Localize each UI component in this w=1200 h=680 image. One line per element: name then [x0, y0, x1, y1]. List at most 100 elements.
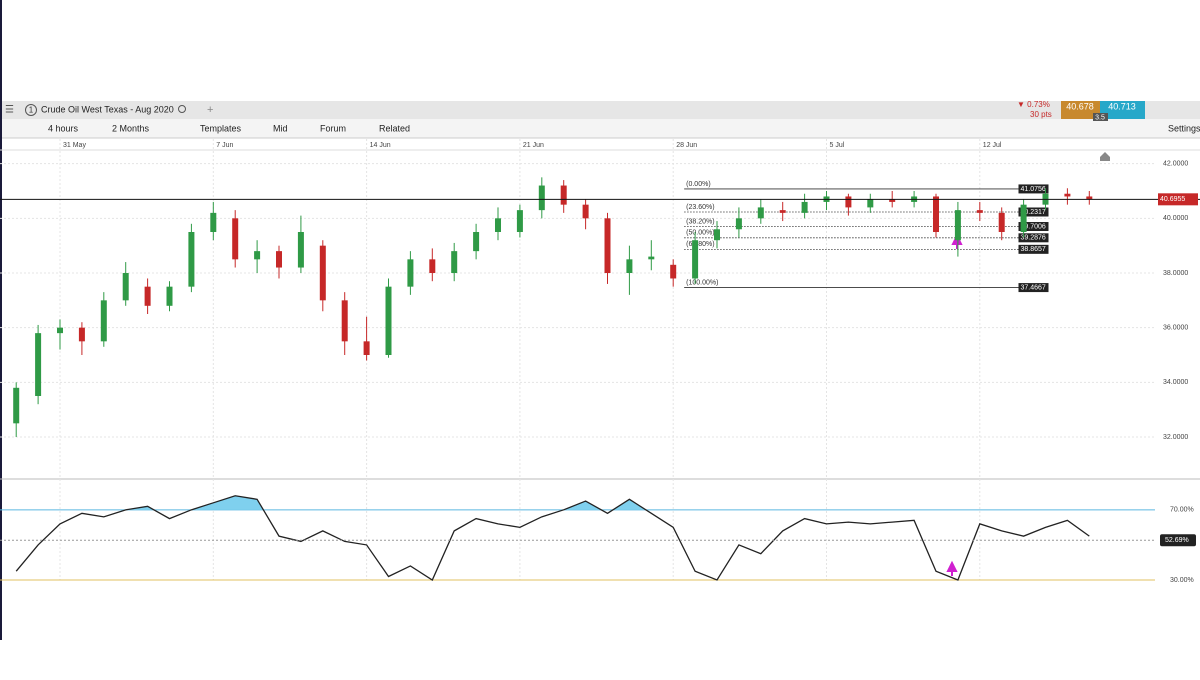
candle-body	[560, 185, 567, 205]
y-tick-label: 40.0000	[1163, 215, 1188, 222]
y-tick-label: 38.0000	[1163, 270, 1188, 277]
candle-body	[648, 256, 655, 260]
candle-body	[57, 327, 64, 334]
candle-body	[78, 327, 85, 342]
rsi-tick-label: 70.00%	[1170, 507, 1194, 514]
price-mode[interactable]: Mid	[273, 123, 288, 133]
fib-label: (38.20%)	[686, 218, 714, 225]
candle-body	[210, 212, 217, 232]
x-tick-label: 12 Jul	[983, 142, 1002, 149]
candle-body	[276, 251, 283, 268]
sell-button[interactable]	[1061, 101, 1100, 119]
x-tick-label: 7 Jun	[216, 142, 233, 149]
candle-body	[473, 232, 480, 252]
fib-value-box	[1018, 222, 1049, 232]
fib-value: 40.2317	[1021, 209, 1046, 216]
candle-body	[188, 232, 195, 287]
fib-value: 39.2876	[1021, 235, 1046, 242]
buy-button[interactable]	[1100, 101, 1145, 119]
instrument-name[interactable]: Crude Oil West Texas - Aug 2020	[41, 104, 174, 114]
rsi-tick-label: 30.00%	[1170, 577, 1194, 584]
tab-bar	[2, 101, 1200, 119]
last-price-box	[1158, 193, 1198, 206]
settings[interactable]: Settings	[1168, 123, 1200, 133]
menu-icon[interactable]: ☰	[5, 105, 14, 116]
candle-body	[122, 273, 129, 301]
candle-body	[495, 218, 502, 232]
candle-body	[341, 300, 348, 342]
candle-body	[998, 212, 1005, 232]
add-tab[interactable]: +	[207, 104, 213, 116]
candle-body	[889, 199, 896, 202]
y-tick-label: 32.0000	[1163, 434, 1188, 441]
candle-body	[692, 240, 699, 279]
candle-body	[385, 286, 392, 355]
left-edge	[0, 0, 2, 640]
spread-box	[1093, 113, 1108, 121]
candle-body	[954, 210, 961, 241]
candle-body	[538, 185, 545, 211]
sell-price[interactable]: 40.678	[1066, 101, 1094, 111]
candle-body	[297, 232, 304, 268]
candle-body	[516, 210, 523, 232]
candle-body	[363, 341, 370, 355]
candle-body	[757, 207, 764, 219]
candle-body	[582, 204, 589, 219]
last-price-label: 40.6955	[1160, 196, 1185, 203]
x-tick-label: 21 Jun	[523, 142, 544, 149]
fib-label: (50.00%)	[686, 230, 714, 237]
forum[interactable]: Forum	[320, 123, 346, 133]
candle-body	[100, 300, 107, 342]
candle-body	[35, 333, 42, 396]
candle-body	[801, 201, 808, 213]
change-points: 30 pts	[1030, 110, 1052, 119]
fib-label: (0.00%)	[686, 181, 711, 188]
candle-body	[933, 196, 940, 232]
x-tick-label: 28 Jun	[676, 142, 697, 149]
price-change: ▼ 0.73%	[1017, 100, 1050, 109]
candle-body	[13, 387, 20, 424]
candle-body	[429, 259, 436, 273]
candle-body	[451, 251, 458, 273]
fib-value-box	[1018, 244, 1049, 254]
tool-bar	[2, 119, 1200, 138]
candle-body	[407, 259, 414, 287]
candle-body	[166, 286, 173, 306]
buy-price[interactable]: 40.713	[1108, 101, 1136, 111]
fib-value-box	[1018, 184, 1049, 194]
fib-value-box	[1018, 207, 1049, 217]
x-tick-label: 5 Jul	[830, 142, 845, 149]
candle-body	[779, 210, 786, 213]
tab-number-ring	[25, 104, 37, 116]
fib-label: (100.00%)	[686, 279, 718, 286]
candle-body	[232, 218, 239, 260]
rsi-last-label: 52.69%	[1165, 537, 1189, 544]
fib-value: 39.7006	[1021, 223, 1046, 230]
interval[interactable]: 4 hours	[48, 123, 79, 133]
signal-arrow	[946, 560, 958, 576]
fib-value: 37.4667	[1021, 284, 1046, 291]
rsi-line	[15, 495, 1090, 581]
candle-body	[1020, 204, 1027, 232]
candle-body	[670, 264, 677, 279]
candle-body	[735, 218, 742, 230]
scroll-icon[interactable]	[1100, 152, 1110, 161]
candle-body	[319, 245, 326, 301]
candle-body	[845, 196, 852, 208]
search-icon[interactable]	[178, 105, 186, 113]
fib-value-box	[1018, 233, 1049, 243]
candle-body	[714, 229, 721, 241]
range[interactable]: 2 Months	[112, 123, 150, 133]
tab-number: 1	[29, 106, 34, 115]
candle-body	[1064, 193, 1071, 197]
candle-body	[1086, 196, 1093, 200]
fib-value: 41.0756	[1021, 186, 1046, 193]
y-tick-label: 34.0000	[1163, 379, 1188, 386]
y-tick-label: 36.0000	[1163, 325, 1188, 332]
rsi-last-box	[1160, 534, 1196, 547]
templates[interactable]: Templates	[200, 123, 242, 133]
related[interactable]: Related	[379, 123, 410, 133]
fib-label: (23.60%)	[686, 204, 714, 211]
